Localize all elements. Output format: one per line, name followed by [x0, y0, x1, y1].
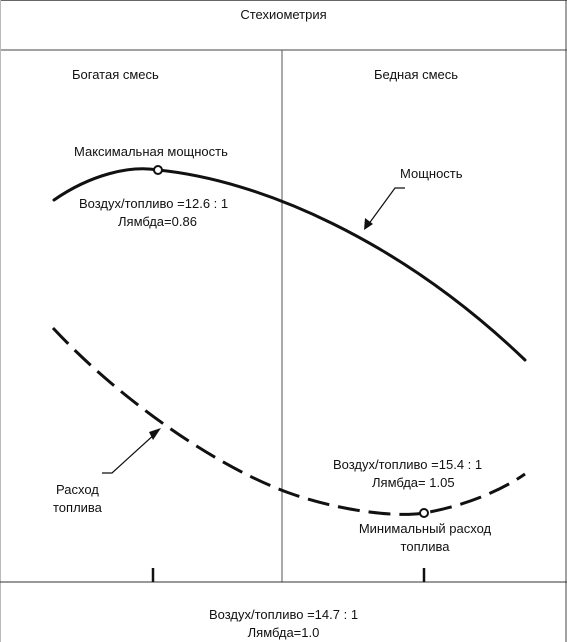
fuel-arrow-head — [149, 428, 161, 440]
max-power-marker — [153, 165, 163, 175]
min-fuel-label-line2: топлива — [400, 539, 450, 554]
rich-mixture-label: Богатая смесь — [72, 67, 159, 82]
max-power-ratio: Воздух/топливо =12.6 : 1 — [79, 196, 229, 211]
min-fuel-lambda: Лямбда= 1.05 — [372, 475, 455, 490]
min-fuel-marker — [419, 508, 429, 518]
fuel-curve-label-line1: Расход — [56, 482, 99, 497]
fuel-consumption-curve — [51, 326, 526, 516]
min-fuel-ratio: Воздух/топливо =15.4 : 1 — [333, 457, 483, 472]
fuel-curve-label-line2: топлива — [53, 500, 102, 515]
power-curve-label: Мощность — [400, 166, 463, 181]
power-arrow-head — [364, 218, 373, 230]
max-power-lambda: Лямбда=0.86 — [118, 214, 197, 229]
power-label-leader — [367, 187, 405, 226]
page-title: Стехиометрия — [240, 7, 327, 22]
stoichiometric-lambda: Лямбда=1.0 — [247, 625, 320, 640]
power-curve — [52, 167, 527, 362]
fuel-label-leader — [102, 432, 157, 474]
stoichiometric-ratio: Воздух/топливо =14.7 : 1 — [208, 607, 359, 622]
min-fuel-label-line1: Минимальный расход — [358, 521, 492, 536]
lean-mixture-label: Бедная смесь — [374, 67, 459, 82]
max-power-label: Максимальная мощность — [74, 144, 228, 159]
